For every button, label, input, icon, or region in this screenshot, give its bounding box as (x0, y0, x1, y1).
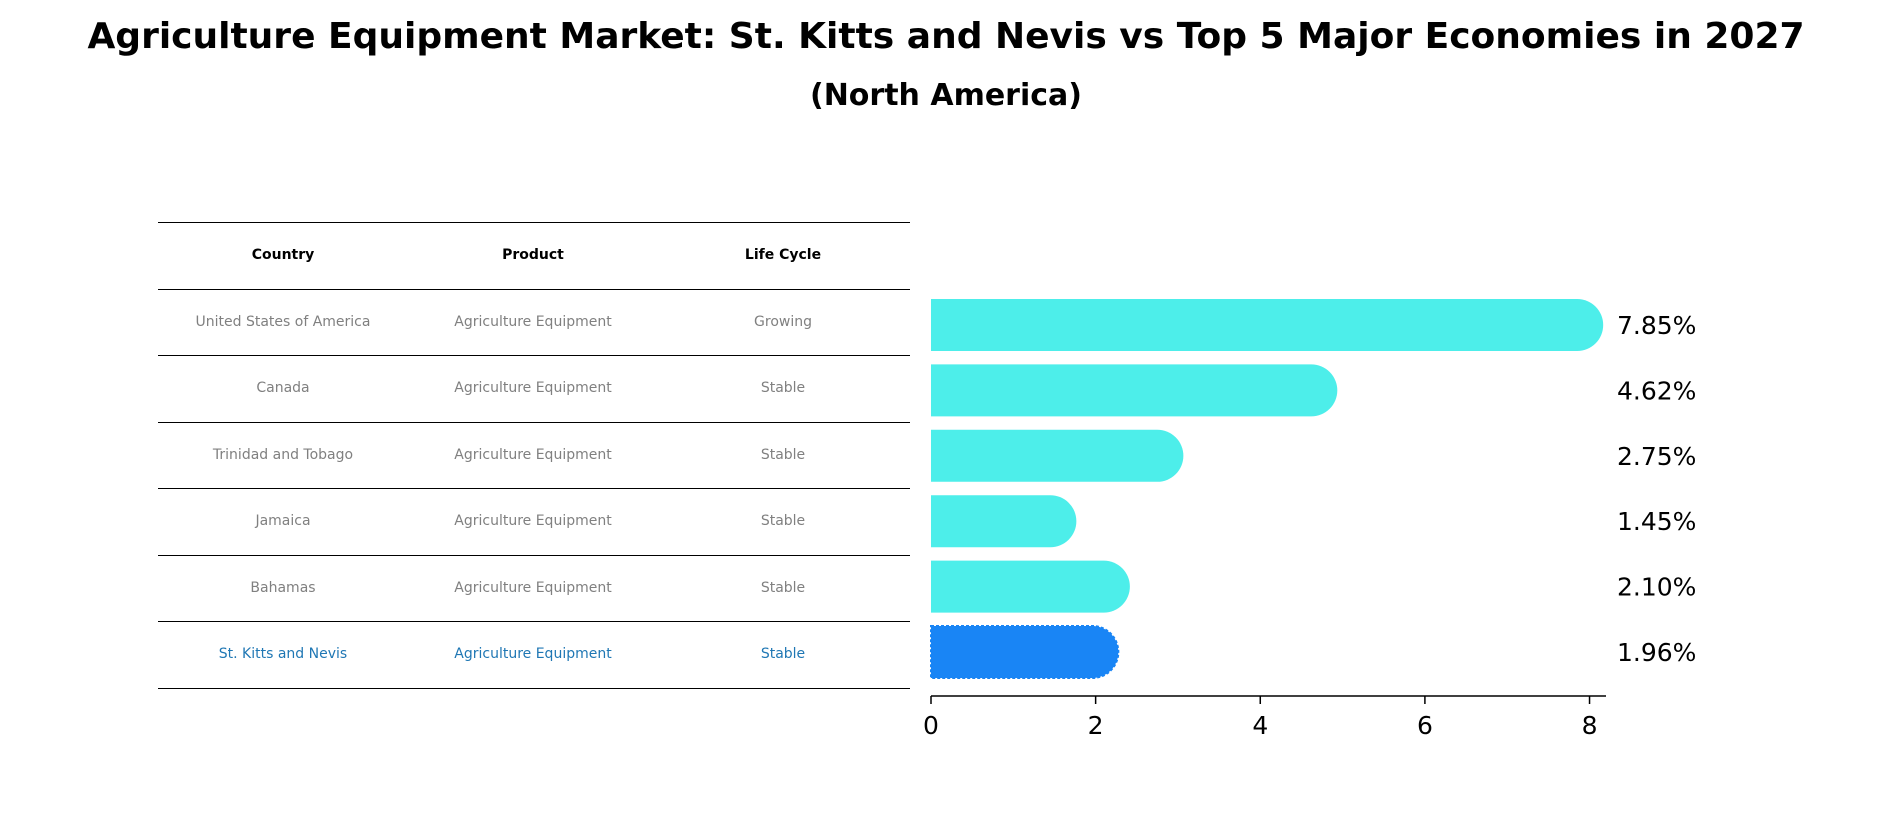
chart-subtitle: (North America) (809, 78, 1082, 113)
x-tick-label: 4 (1252, 711, 1268, 740)
table-rule (158, 554, 910, 556)
table-rule (158, 222, 910, 223)
table-cell: Agriculture Equipment (454, 313, 612, 330)
table-header-product: Product (502, 247, 564, 263)
table-cell: St. Kitts and Nevis (218, 646, 348, 662)
table-rule (158, 288, 910, 290)
bar-value-label: 1.96% (1617, 638, 1696, 667)
bar-value-label: 1.45% (1617, 507, 1696, 536)
table-cell: Stable (760, 380, 806, 396)
table-cell: Agriculture Equipment (454, 579, 612, 596)
table-cell: Stable (760, 446, 806, 463)
table-rule (158, 687, 910, 689)
table-rule (158, 488, 910, 489)
x-tick-label: 8 (1582, 711, 1598, 740)
bar (930, 625, 1120, 679)
table-rule (158, 621, 910, 622)
bar (931, 429, 1184, 482)
table-cell: Agriculture Equipment (454, 646, 612, 662)
table-cell: Bahamas (250, 579, 316, 596)
table-header-country: Country (251, 247, 315, 263)
table-cell: Canada (256, 380, 310, 396)
table-cell: Agriculture Equipment (454, 446, 612, 463)
bar (931, 560, 1130, 613)
bar-value-label: 2.10% (1617, 573, 1696, 602)
table-cell: Growing (754, 313, 812, 330)
table-header-life-cycle: Life Cycle (744, 247, 822, 263)
table-rule (158, 355, 910, 356)
table-cell: Stable (760, 579, 806, 596)
table-cell: Jamaica (255, 513, 311, 529)
bar-value-label: 4.62% (1617, 376, 1696, 405)
bar-value-label: 7.85% (1617, 311, 1696, 340)
bar-value-label: 2.75% (1617, 442, 1696, 471)
table-rule (158, 421, 910, 423)
table-cell: Stable (760, 646, 806, 662)
chart-title: Agriculture Equipment Market: St. Kitts … (87, 16, 1805, 57)
table-cell: Stable (760, 513, 806, 529)
x-tick-label: 6 (1417, 711, 1433, 740)
table-cell: Agriculture Equipment (454, 513, 612, 529)
table-cell: Trinidad and Tobago (212, 446, 354, 463)
bar (931, 495, 1077, 548)
table-cell: United States of America (195, 313, 371, 330)
bar (931, 299, 1604, 351)
x-tick-label: 2 (1088, 711, 1104, 740)
x-tick-label: 0 (923, 711, 939, 740)
table-cell: Agriculture Equipment (454, 380, 612, 396)
bar (931, 364, 1338, 417)
